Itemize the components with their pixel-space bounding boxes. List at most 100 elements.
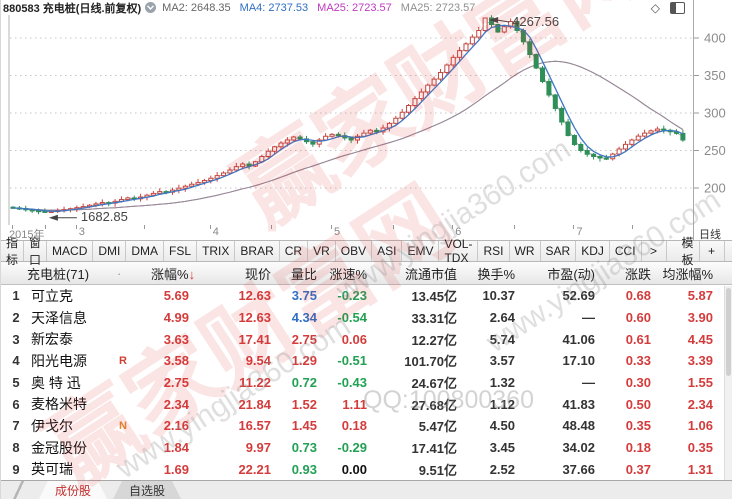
indicator-button-rsi[interactable]: RSI <box>478 241 510 261</box>
candle-up <box>463 43 469 52</box>
ma4-line <box>12 24 684 212</box>
column-header-price[interactable]: 现价 <box>244 266 271 282</box>
candle-up <box>99 202 105 205</box>
table-row[interactable]: 3 新宏泰 3.63 17.41 2.75 0.06 12.27亿 5.74 41.06 0.61… <box>1 328 732 350</box>
table-scrollbar[interactable] <box>724 286 732 480</box>
speed-value: -0.43 <box>337 375 367 391</box>
indicator-button-obv[interactable]: OBV <box>336 241 373 261</box>
price-value: 16.57 <box>238 418 271 434</box>
indicator-button-kdj[interactable]: KDJ <box>576 241 610 261</box>
indicator-button-asi[interactable]: ASI <box>372 241 403 261</box>
candle-up <box>482 17 488 31</box>
y-axis-label: 400 <box>704 31 726 46</box>
diamond-icon[interactable]: ◇ <box>650 0 660 15</box>
avg-change-value: 3.39 <box>687 353 713 369</box>
volume-ratio-value: 4.34 <box>291 310 317 325</box>
table-row[interactable]: 8 金冠股份 1.84 9.97 0.73 -0.29 17.41亿 3.45 34.02 0.1… <box>1 437 732 459</box>
indicator-button-cr[interactable]: CR <box>280 241 309 261</box>
indicator-button-dmi[interactable]: DMI <box>93 241 127 261</box>
chevron-down-icon[interactable] <box>145 2 157 13</box>
indicator-button-窗口[interactable]: 窗口 <box>24 236 48 267</box>
candle-up <box>182 185 188 189</box>
table-row[interactable]: 1 可立克 5.69 12.63 3.75 -0.23 13.45亿 10.37 52.69 0.… <box>1 285 732 307</box>
column-header-turnover[interactable]: 换手% <box>477 266 515 282</box>
row-index: 2 <box>12 310 20 325</box>
market-cap-value: 13.45亿 <box>411 289 457 305</box>
indicator-button-wr[interactable]: WR <box>510 241 541 261</box>
stock-name: 新宏泰 <box>31 331 73 348</box>
indicator-button-vr[interactable]: VR <box>308 241 336 261</box>
x-axis-mid-tick <box>513 225 515 229</box>
stock-name: 金冠股份 <box>31 439 87 456</box>
table-row[interactable]: 4 阳光电源 R 3.58 9.54 1.29 -0.51 101.70亿 3.57 17.10 0… <box>1 350 732 372</box>
indicator-button-cci[interactable]: CCI <box>610 241 642 261</box>
avg-change-value: 1.31 <box>687 461 713 477</box>
tab-constituents[interactable]: 成份股 <box>39 481 107 499</box>
scrollbar-thumb[interactable] <box>726 288 731 376</box>
ma25-line-magenta <box>12 60 684 211</box>
pe-value: — <box>582 375 595 391</box>
change-pct-value: 2.75 <box>163 375 189 391</box>
column-header-pe[interactable]: 市盈(动) <box>547 266 595 282</box>
table-row[interactable]: 5 奥 特 迅 2.75 11.22 0.72 -0.43 24.67亿 1.32 — 0.30 1… <box>1 372 732 394</box>
row-index: 7 <box>12 418 20 434</box>
candle-down <box>546 81 552 96</box>
zoom-out-button[interactable]: - <box>725 241 732 261</box>
stock-tag: N <box>119 419 127 432</box>
x-axis: 日线 2015年 3 4 5 6 7 <box>1 225 732 241</box>
pe-value: 48.48 <box>562 418 595 434</box>
candle-up <box>431 78 437 86</box>
candle-down <box>527 41 533 55</box>
indicator-toolbar: 指标 窗口 MACD DMI DMA FSL TRIX BRAR CR VR OBV ASI EMV VO… <box>1 236 732 267</box>
table-row[interactable]: 9 英可瑞 1.69 22.21 0.93 0.00 9.51亿 2.52 37.66 0.37 1… <box>1 458 732 480</box>
candle-up <box>221 172 227 177</box>
candle-up <box>425 84 431 93</box>
candle-up <box>437 72 443 80</box>
column-header-change[interactable]: 涨跌 <box>624 266 651 282</box>
change-value: 0.68 <box>625 288 651 304</box>
indicator-button-trix[interactable]: TRIX <box>197 241 236 261</box>
indicator-button->[interactable]: > <box>642 241 667 261</box>
indicator-button-macd[interactable]: MACD <box>47 241 94 261</box>
row-index: 9 <box>12 461 20 477</box>
candle-down <box>603 157 609 160</box>
x-axis-mid-tick <box>44 225 46 229</box>
x-axis-mid-tick <box>392 225 394 229</box>
indicator-button-vol-tdx[interactable]: VOL-TDX <box>439 237 479 265</box>
indicator-button-dma[interactable]: DMA <box>126 241 165 261</box>
column-header-change-pct[interactable]: 涨幅%↓ <box>151 264 195 283</box>
table-row[interactable]: 6 麦格米特 2.34 21.84 1.52 1.11 27.68亿 1.12 41.83 0.5… <box>1 393 732 415</box>
candle-down <box>578 144 584 151</box>
candle-up <box>648 130 654 134</box>
candle-up <box>450 56 456 66</box>
candle-down <box>552 94 558 109</box>
avg-change-value: 1.55 <box>687 375 713 391</box>
column-header-volume-ratio[interactable]: 量比 <box>290 266 317 282</box>
candlestick-chart-area[interactable]: 400 350 300 250 200 1682.85 4267.56 <box>1 15 732 225</box>
table-row[interactable]: 7 伊戈尔 N 2.16 16.57 1.45 0.18 5.47亿 4.50 48.48 0.35… <box>1 415 732 437</box>
period-label[interactable]: 日线 <box>699 229 721 241</box>
market-cap-value: 101.70亿 <box>404 354 457 370</box>
indicator-button-fsl[interactable]: FSL <box>164 241 198 261</box>
indicator-button-brar[interactable]: BRAR <box>235 241 280 261</box>
indicator-button-sar[interactable]: SAR <box>541 241 577 261</box>
volume-ratio-value: 2.75 <box>291 331 317 347</box>
indicator-button-指标[interactable]: 指标 <box>1 236 25 267</box>
candle-down <box>559 108 565 123</box>
x-axis-label: 3 <box>78 226 85 238</box>
tab-watchlist[interactable]: 自选股 <box>113 481 181 499</box>
candle-up <box>150 192 156 196</box>
template-button[interactable]: 模板 <box>677 236 700 267</box>
speed-value: -0.54 <box>337 310 367 325</box>
column-header-avg-change[interactable]: 均涨幅% <box>662 266 713 282</box>
table-row[interactable]: 2 天泽信息 4.99 12.63 4.34 -0.54 33.31亿 2.64 — 0.60 3.… <box>1 307 732 329</box>
column-header-sector[interactable]: 充电桩(71) <box>26 266 90 282</box>
indicator-button-emv[interactable]: EMV <box>402 241 440 261</box>
column-header-speed[interactable]: 涨速% <box>329 266 367 282</box>
split-panel-icon[interactable] <box>670 1 685 14</box>
symbol-name: 充电桩(日线.前复权) <box>42 2 142 15</box>
column-header-market-cap[interactable]: 流通市值 <box>404 266 457 282</box>
volume-ratio-value: 0.73 <box>291 440 317 456</box>
zoom-in-button[interactable]: + <box>700 241 725 261</box>
